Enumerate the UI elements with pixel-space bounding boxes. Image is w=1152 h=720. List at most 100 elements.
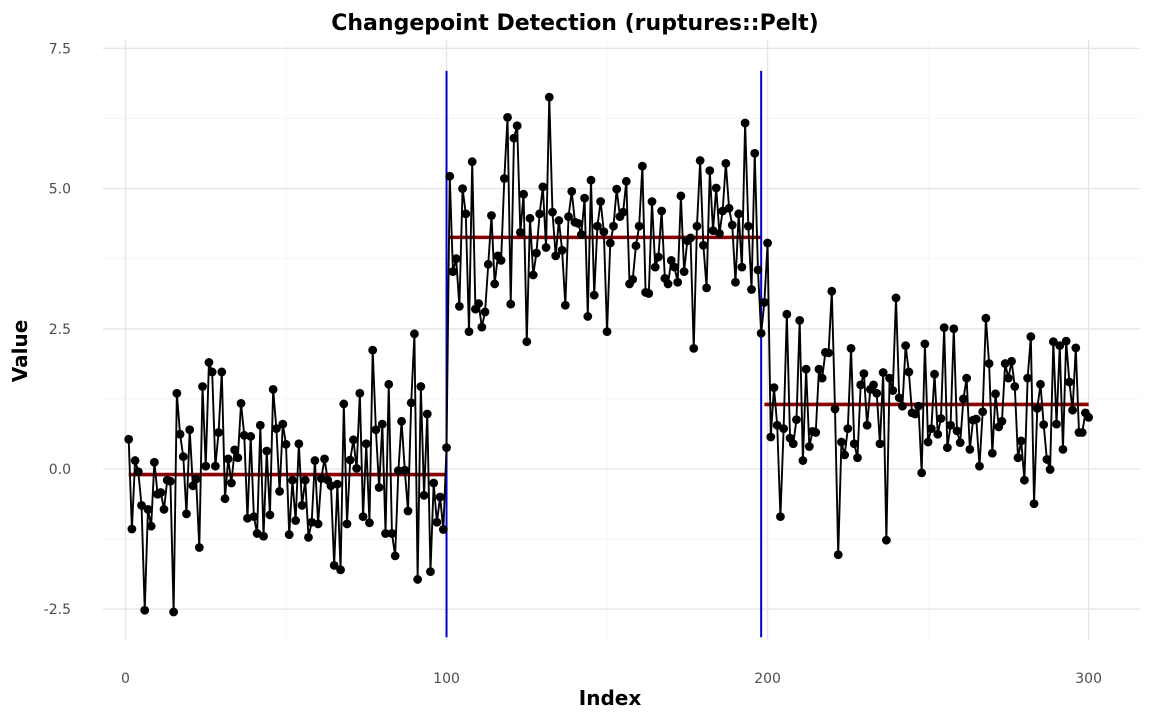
data-point — [422, 409, 432, 419]
data-point — [191, 474, 201, 484]
data-point — [438, 525, 448, 534]
data-point — [506, 299, 516, 309]
data-point — [1064, 377, 1074, 387]
data-point — [959, 394, 968, 404]
data-point — [377, 419, 387, 429]
data-point — [467, 157, 477, 167]
data-point — [1061, 336, 1071, 346]
data-point — [827, 286, 837, 296]
data-point — [320, 454, 329, 464]
data-point — [936, 414, 946, 423]
data-point — [1077, 428, 1087, 437]
data-point — [933, 429, 943, 439]
data-point — [426, 567, 435, 576]
y-tick-label: 7.5 — [49, 41, 71, 57]
data-point — [464, 327, 474, 336]
data-point — [859, 369, 869, 379]
data-point — [801, 364, 811, 374]
data-point — [698, 240, 708, 250]
data-series — [124, 92, 1094, 617]
data-point — [804, 442, 814, 451]
data-point — [390, 551, 400, 561]
data-point — [1084, 412, 1094, 422]
data-point — [487, 211, 496, 220]
data-point — [1055, 341, 1065, 351]
data-point — [458, 184, 467, 194]
data-point — [496, 255, 506, 265]
data-point — [573, 218, 583, 228]
data-point — [1058, 444, 1068, 454]
data-point — [589, 290, 599, 300]
data-point — [1068, 405, 1077, 415]
data-point — [403, 506, 413, 516]
data-point — [310, 456, 320, 465]
data-point — [535, 209, 545, 219]
data-point — [130, 456, 140, 465]
data-point — [223, 454, 233, 464]
data-point — [862, 420, 872, 430]
data-point — [599, 227, 609, 237]
data-point — [1020, 475, 1029, 485]
data-point — [609, 221, 618, 231]
data-point — [637, 161, 647, 171]
data-point — [544, 92, 554, 102]
data-point — [416, 382, 426, 391]
data-point — [965, 444, 975, 454]
data-point — [904, 367, 914, 377]
data-point — [846, 344, 856, 353]
data-point — [753, 265, 763, 275]
data-point — [747, 285, 756, 294]
data-point — [483, 259, 493, 269]
data-point — [670, 262, 679, 272]
data-point — [124, 434, 134, 444]
data-point — [538, 182, 548, 192]
data-point — [666, 255, 676, 265]
data-point — [397, 416, 406, 426]
data-point — [339, 399, 349, 409]
data-point — [779, 424, 789, 433]
data-point — [297, 501, 307, 510]
data-point — [294, 439, 304, 449]
data-point — [525, 213, 535, 223]
data-point — [596, 197, 606, 206]
data-point — [702, 283, 711, 293]
data-point — [281, 439, 291, 449]
data-point — [914, 401, 923, 411]
data-point — [679, 267, 689, 276]
data-point — [830, 404, 840, 414]
data-point — [175, 429, 185, 439]
data-point — [962, 373, 972, 383]
data-point — [824, 348, 833, 358]
data-point — [727, 220, 737, 230]
data-point — [766, 432, 776, 442]
data-point — [410, 329, 419, 339]
data-point — [557, 245, 567, 255]
data-point — [602, 327, 612, 336]
data-point — [149, 457, 159, 467]
data-point — [949, 324, 959, 334]
data-point — [519, 189, 528, 199]
data-point — [361, 439, 371, 449]
data-point — [159, 504, 169, 514]
data-point — [1042, 455, 1052, 464]
data-point — [894, 393, 904, 403]
data-point — [275, 487, 284, 496]
data-point — [204, 358, 214, 367]
data-point — [137, 501, 146, 510]
data-point — [833, 550, 843, 560]
y-tick-label: -2.5 — [44, 602, 71, 618]
data-point — [837, 437, 846, 447]
data-point — [288, 475, 297, 485]
data-point — [393, 466, 403, 476]
data-point — [686, 233, 695, 243]
data-point — [759, 298, 769, 307]
x-tick-label: 200 — [754, 671, 781, 687]
data-point — [849, 439, 859, 449]
data-point — [654, 252, 663, 262]
data-point — [978, 407, 988, 417]
data-point — [875, 439, 885, 449]
data-point — [365, 518, 374, 528]
data-point — [143, 504, 153, 514]
data-point — [227, 478, 236, 488]
